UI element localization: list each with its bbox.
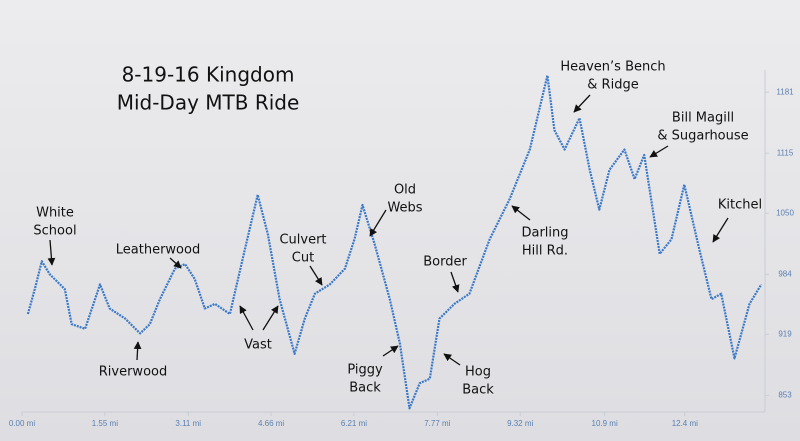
annotation-arrow	[649, 145, 669, 158]
annotation: Riverwood	[99, 365, 167, 380]
x-tick-label: 3.11 mi	[175, 419, 201, 428]
y-tick-label: 984	[778, 269, 792, 278]
annotation-arrow	[133, 341, 142, 361]
annotation: Darling	[521, 226, 568, 241]
annotation-arrow	[309, 265, 323, 286]
annotation: Cut	[292, 251, 314, 266]
annotation: Leatherwood	[116, 243, 200, 258]
y-tick-label: 1050	[776, 208, 794, 217]
annotation: Heaven’s Bench	[560, 60, 665, 75]
annotation: Piggy	[347, 363, 383, 378]
y-tick-label: 853	[778, 390, 792, 399]
x-tick-label: 10.9 mi	[592, 419, 618, 428]
annotation: & Sugarhouse	[657, 129, 748, 144]
elevation-line	[26, 74, 763, 410]
annotation-arrow	[369, 209, 387, 237]
y-tick-label: 1181	[776, 87, 794, 96]
annotation: Culvert	[279, 233, 326, 248]
annotation-arrow	[573, 94, 591, 113]
chart-title: Mid-Day MTB Ride	[117, 91, 300, 115]
annotation-arrow	[443, 353, 461, 366]
x-tick-label: 4.66 mi	[258, 419, 284, 428]
x-tick-label: 1.55 mi	[92, 419, 118, 428]
annotation-arrow	[169, 257, 182, 269]
annotation: Hill Rd.	[522, 244, 568, 259]
annotation-arrow	[511, 205, 531, 221]
annotation-arrow	[450, 271, 460, 293]
annotation: Hog	[465, 365, 491, 380]
annotation-arrow	[382, 345, 399, 357]
chart-title: 8-19-16 Kingdom	[122, 63, 295, 87]
annotation: Border	[423, 255, 467, 270]
annotation: Kitchel	[718, 198, 762, 213]
x-tick-label: 0.00 mi	[9, 419, 35, 428]
annotation: Old	[394, 183, 416, 198]
x-tick-label: 9.32 mi	[507, 419, 533, 428]
annotation-arrow	[262, 305, 279, 331]
annotation: School	[33, 224, 76, 239]
annotation: Bill Magill	[672, 111, 734, 126]
y-tick-label: 1115	[777, 148, 794, 157]
y-tick-label: 919	[778, 329, 792, 338]
x-tick-label: 12.4 mi	[672, 419, 698, 428]
annotation: & Ridge	[587, 78, 638, 93]
x-tick-label: 7.77 mi	[424, 419, 450, 428]
annotation-arrow	[239, 305, 254, 331]
x-tick-label: 6.21 mi	[341, 419, 367, 428]
annotation: Vast	[244, 338, 272, 353]
annotation: Webs	[387, 201, 422, 216]
annotation-arrow	[712, 217, 729, 243]
annotation: Back	[349, 381, 381, 396]
annotation: White	[36, 206, 74, 221]
annotation-arrow	[47, 239, 56, 266]
annotation: Back	[462, 383, 494, 398]
